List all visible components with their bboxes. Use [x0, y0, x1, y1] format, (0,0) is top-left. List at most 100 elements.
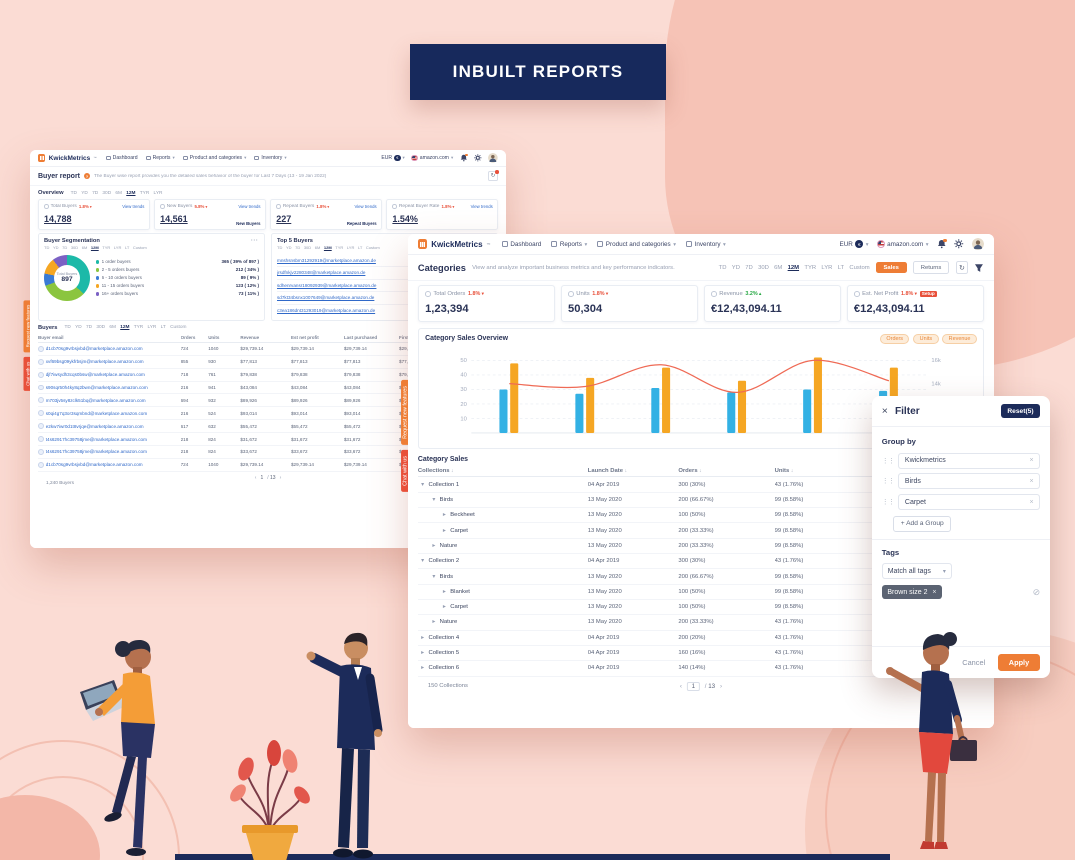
group-item[interactable]: Kwickmetrics — [898, 452, 1041, 469]
time-filter[interactable]: LYR — [821, 264, 833, 271]
collection-name-cell[interactable]: ▾ Birds — [418, 574, 588, 580]
view-trends-link[interactable]: View trends — [354, 203, 377, 209]
time-filter[interactable]: TYR — [133, 325, 144, 331]
time-filter[interactable]: Custom — [132, 245, 147, 251]
nav-item[interactable]: Product and categories — [182, 155, 246, 161]
expand-caret-icon[interactable]: ▸ — [442, 604, 446, 611]
time-filter[interactable]: TD — [718, 264, 727, 271]
time-filter[interactable]: 30D — [96, 325, 106, 331]
time-filter[interactable]: LYR — [346, 245, 355, 251]
marketplace-selector[interactable]: amazon.com — [876, 240, 929, 248]
time-filter[interactable]: Custom — [170, 325, 187, 331]
expand-caret-icon[interactable]: ▸ — [421, 650, 425, 657]
buyer-email-link[interactable]: s0qi4g7q3or3sqmbnd@marketplace.amazon.co… — [38, 410, 181, 416]
legend-item[interactable]: 11 - 15 orders buyers 123 ( 12% ) — [96, 283, 259, 288]
more-menu-icon[interactable] — [251, 235, 259, 244]
time-filter[interactable]: 30D — [70, 245, 79, 251]
column-header[interactable]: Buyer email — [38, 334, 64, 340]
expand-caret-icon[interactable]: ▾ — [421, 481, 425, 488]
buyer-email-link[interactable]: mnshsnsbm31292919@marketplace.amazon.de — [277, 254, 492, 267]
legend-item[interactable]: 2 - 5 orders buyers 212 ( 34% ) — [96, 267, 259, 272]
match-tags-dropdown[interactable]: Match all tags — [881, 563, 952, 580]
buyer-email-link[interactable]: s90sqr50h4ky8q2bwn@marketplace.amazon.co… — [38, 385, 181, 391]
view-trends-link[interactable]: View trends — [122, 203, 145, 209]
filter-funnel-icon[interactable] — [974, 263, 984, 273]
buyer-email-link[interactable]: c3ea186dnt31293019@marketplace.amazon.de — [277, 308, 376, 313]
time-filter[interactable]: 12M — [90, 245, 99, 251]
column-header[interactable]: Launch Date — [588, 468, 679, 474]
nav-item[interactable]: Dashboard — [501, 241, 541, 248]
collection-name-cell[interactable]: ▸ Nature — [418, 543, 588, 549]
time-filter[interactable]: TYR — [335, 245, 344, 251]
kpi-value[interactable]: €12,43,094.11 — [710, 302, 782, 315]
close-icon[interactable] — [882, 406, 888, 417]
expand-caret-icon[interactable]: ▸ — [442, 588, 446, 595]
expand-caret-icon[interactable]: ▸ — [442, 512, 446, 519]
time-filter[interactable]: 30D — [102, 190, 112, 196]
legend-pill[interactable]: Revenue — [942, 333, 977, 344]
refresh-button[interactable] — [955, 261, 968, 274]
legend-item[interactable]: 1 order buyers 365 ( 39% of 897 ) — [96, 259, 259, 264]
time-filter[interactable]: 6M — [109, 325, 116, 331]
time-filter[interactable]: Custom — [365, 245, 380, 251]
remove-group-icon[interactable] — [1030, 499, 1034, 506]
kpi-value[interactable]: 1.54% — [392, 213, 418, 224]
kpi-card[interactable]: Units 1.8% 50,304 — [560, 284, 699, 323]
time-filter[interactable]: YD — [52, 245, 59, 251]
kpi-value[interactable]: €12,43,094.11 — [853, 302, 925, 315]
time-filter[interactable]: 12M — [787, 264, 800, 271]
kpi-card[interactable]: Est. Net Profit 1.8% Setup €12,43,094.11 — [846, 284, 985, 323]
nav-item[interactable]: Reports — [551, 241, 587, 248]
kpi-footer-label[interactable]: New Buyers — [236, 220, 261, 226]
tag-chip[interactable]: Brown size 2 — [881, 585, 943, 600]
apply-button[interactable]: Apply — [997, 653, 1041, 671]
user-avatar[interactable] — [972, 238, 985, 251]
time-filter[interactable]: LT — [124, 245, 130, 251]
kpi-card[interactable]: Repeat Buyer Rate 1.8% 1.54% View trends — [386, 199, 498, 230]
time-filter[interactable]: Custom — [849, 264, 870, 271]
expand-caret-icon[interactable]: ▸ — [432, 619, 436, 626]
column-header[interactable]: Orders — [180, 334, 196, 340]
settings-gear-icon[interactable] — [474, 154, 482, 162]
remove-group-icon[interactable] — [1030, 478, 1034, 485]
buyer-email-link[interactable]: d1cb70sg9vrbsjvbd@marketplace.amazon.com — [38, 462, 181, 468]
current-page[interactable]: 1 — [686, 681, 700, 692]
buyer-email-link[interactable]: t4s62917hc39758jme@marketplace.amazon.co… — [38, 449, 181, 455]
marketplace-selector[interactable]: amazon.com — [411, 154, 453, 162]
collection-name-cell[interactable]: ▸ Nature — [418, 619, 588, 625]
expand-caret-icon[interactable]: ▾ — [432, 573, 436, 580]
collection-name-cell[interactable]: ▸ Collection 6 — [418, 665, 588, 671]
expand-caret-icon[interactable]: ▾ — [421, 558, 425, 565]
time-filter[interactable]: TYR — [102, 245, 111, 251]
column-header[interactable]: Est net profit — [290, 334, 319, 340]
column-header[interactable]: Collections — [418, 468, 588, 474]
help-icon[interactable] — [84, 173, 91, 179]
view-trends-link[interactable]: View trends — [238, 203, 261, 209]
nav-item[interactable]: Inventory — [686, 241, 726, 248]
time-filter[interactable]: TD — [277, 245, 283, 251]
drag-handle-icon[interactable] — [882, 477, 894, 485]
sales-toggle-button[interactable]: Sales — [875, 261, 907, 274]
time-filter[interactable]: 12M — [126, 190, 136, 196]
time-filter[interactable]: 6M — [774, 264, 783, 271]
time-filter[interactable]: 30D — [303, 245, 312, 251]
kpi-footer-label[interactable]: Repeat Buyers — [346, 220, 377, 226]
collection-name-cell[interactable]: ▸ Carpet — [418, 604, 588, 610]
column-header[interactable]: Units — [775, 468, 871, 474]
kpi-card[interactable]: Total Orders 1.8% 1,23,394 — [417, 284, 556, 323]
collection-name-cell[interactable]: ▸ Carpet — [418, 528, 588, 534]
expand-caret-icon[interactable]: ▾ — [432, 496, 436, 503]
kpi-card[interactable]: Repeat Buyers 1.8% 227 View trends Repea… — [270, 199, 382, 230]
column-header[interactable]: Orders — [678, 468, 774, 474]
current-page[interactable]: 1 — [260, 474, 264, 481]
kpi-card[interactable]: New Buyers 5.8% 14,561 View trends New B… — [154, 199, 266, 230]
time-filter[interactable]: YD — [285, 245, 292, 251]
collection-name-cell[interactable]: ▸ Collection 4 — [418, 635, 588, 641]
column-header[interactable]: Last purchased — [343, 334, 378, 340]
clear-tags-icon[interactable] — [1033, 587, 1041, 598]
time-filter[interactable]: 7D — [62, 245, 68, 251]
group-item[interactable]: Carpet — [898, 494, 1041, 511]
time-filter[interactable]: 6M — [81, 245, 88, 251]
nav-item[interactable]: Product and categories — [597, 241, 676, 248]
notifications-bell-icon[interactable] — [937, 238, 947, 249]
